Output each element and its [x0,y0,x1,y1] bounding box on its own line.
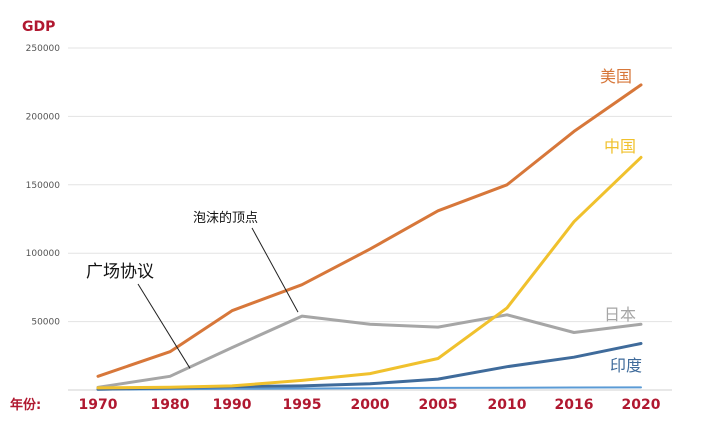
series-label: 日本 [604,305,636,324]
y-tick-label: 150000 [26,181,61,191]
y-tick-label: 200000 [26,112,61,122]
x-tick-label: 1980 [151,397,190,413]
y-tick-label: 50000 [31,318,60,328]
annotation-pointer [251,227,299,313]
x-tick-label: 1995 [283,397,322,413]
y-axis-label: GDP [22,19,55,35]
annotation-label: 泡沫的顶点 [193,210,258,226]
x-tick-label: 2016 [555,397,594,413]
series-line [96,83,643,378]
x-tick-label: 2020 [622,397,661,413]
series-line [96,313,643,389]
annotation-pointer [137,283,191,369]
x-tick-label: 1970 [79,397,118,413]
series-label: 中国 [604,137,636,156]
y-tick-label: 250000 [26,44,61,54]
x-tick-label: 1990 [213,397,252,413]
y-tick-label: 100000 [26,249,61,259]
x-tick-label: 2010 [488,397,527,413]
annotation-label: 广场协议 [86,262,154,282]
series-line [96,155,643,390]
x-tick-label: 2000 [351,397,390,413]
x-tick-label: 2005 [419,397,458,413]
series-label: 美国 [600,67,632,86]
x-axis-label: 年份: [10,397,41,413]
series-line [97,386,642,391]
series-label: 印度 [610,356,642,375]
